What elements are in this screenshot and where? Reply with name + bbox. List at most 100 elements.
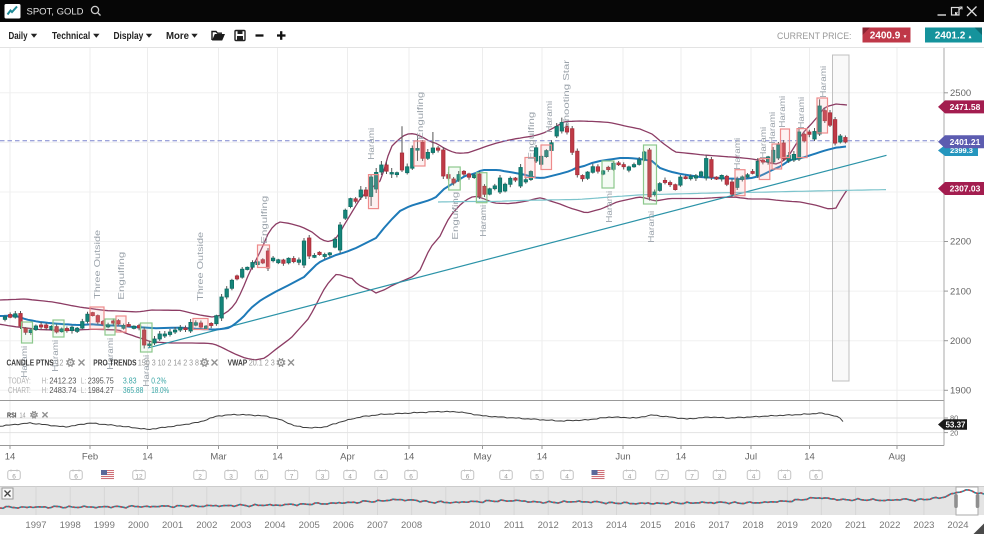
svg-text:RSI: RSI xyxy=(7,411,17,420)
svg-text:H:: H: xyxy=(42,385,49,395)
svg-text:Harami: Harami xyxy=(106,338,115,370)
svg-text:More: More xyxy=(166,31,189,42)
svg-text:Apr: Apr xyxy=(340,452,355,463)
svg-text:2401.21: 2401.21 xyxy=(950,137,981,147)
svg-text:Technical: Technical xyxy=(52,31,90,42)
svg-text:7: 7 xyxy=(690,474,694,481)
svg-text:3: 3 xyxy=(229,474,233,481)
svg-text:Three Outside: Three Outside xyxy=(93,229,102,299)
svg-text:3.83: 3.83 xyxy=(123,376,137,386)
svg-text:Aug: Aug xyxy=(889,452,906,463)
svg-text:6: 6 xyxy=(74,474,78,481)
svg-text:2007: 2007 xyxy=(367,520,388,531)
svg-text:Engulfing: Engulfing xyxy=(260,196,269,244)
svg-text:1984.27: 1984.27 xyxy=(88,385,114,395)
svg-text:2018: 2018 xyxy=(743,520,764,531)
svg-text:0.2%: 0.2% xyxy=(151,376,167,386)
svg-text:1999: 1999 xyxy=(94,520,115,531)
svg-text:2000: 2000 xyxy=(950,336,971,347)
svg-text:2005: 2005 xyxy=(299,520,320,531)
svg-text:2008: 2008 xyxy=(401,520,422,531)
svg-text:14: 14 xyxy=(537,452,548,463)
svg-text:4: 4 xyxy=(348,474,352,481)
svg-text:TODAY:: TODAY: xyxy=(8,376,31,386)
svg-text:4: 4 xyxy=(565,474,569,481)
svg-text:12: 12 xyxy=(135,474,143,481)
svg-text:6: 6 xyxy=(814,474,818,481)
svg-text:Feb: Feb xyxy=(82,452,98,463)
svg-text:6: 6 xyxy=(260,474,264,481)
svg-text:2000: 2000 xyxy=(128,520,149,531)
svg-text:H:: H: xyxy=(42,376,49,386)
svg-text:3: 3 xyxy=(321,474,325,481)
svg-text:1997: 1997 xyxy=(25,520,46,531)
svg-text:2100: 2100 xyxy=(950,286,971,297)
svg-text:PRO TRENDS: PRO TRENDS xyxy=(93,358,137,368)
svg-text:365.88: 365.88 xyxy=(123,385,144,395)
svg-text:SPOT, GOLD: SPOT, GOLD xyxy=(27,7,84,18)
svg-text:4: 4 xyxy=(379,474,383,481)
svg-text:2004: 2004 xyxy=(264,520,285,531)
svg-text:Harami: Harami xyxy=(479,205,488,237)
svg-text:Daily: Daily xyxy=(9,31,28,42)
svg-text:14: 14 xyxy=(404,452,415,463)
svg-text:80: 80 xyxy=(950,414,958,423)
svg-text:2483.74: 2483.74 xyxy=(49,385,76,395)
svg-text:Harami: Harami xyxy=(367,128,376,160)
svg-text:Harami: Harami xyxy=(778,96,787,128)
svg-text:Harami: Harami xyxy=(797,97,806,129)
svg-text:2019: 2019 xyxy=(777,520,798,531)
svg-text:L:: L: xyxy=(81,385,87,395)
svg-text:2021: 2021 xyxy=(845,520,866,531)
svg-text:6: 6 xyxy=(12,474,16,481)
svg-text:2011: 2011 xyxy=(504,520,524,531)
svg-text:14: 14 xyxy=(142,452,153,463)
svg-text:20.1 2 3: 20.1 2 3 xyxy=(249,358,275,368)
svg-text:2200: 2200 xyxy=(950,237,971,248)
svg-text:2307.03: 2307.03 xyxy=(950,184,981,194)
svg-text:14: 14 xyxy=(804,452,815,463)
svg-text:6: 6 xyxy=(466,474,470,481)
svg-text:1998: 1998 xyxy=(60,520,81,531)
svg-text:Shooting Star: Shooting Star xyxy=(562,59,571,128)
svg-text:VWAP: VWAP xyxy=(228,358,248,368)
svg-text:Harami: Harami xyxy=(51,340,60,372)
svg-text:2: 2 xyxy=(198,474,202,481)
svg-text:Mar: Mar xyxy=(210,452,226,463)
svg-text:L:: L: xyxy=(81,376,87,386)
svg-text:4: 4 xyxy=(783,474,787,481)
svg-text:2400.9: 2400.9 xyxy=(870,31,901,42)
svg-text:2006: 2006 xyxy=(333,520,354,531)
svg-text:Engulfing: Engulfing xyxy=(527,112,536,160)
svg-text:2003: 2003 xyxy=(230,520,251,531)
svg-text:2012: 2012 xyxy=(538,520,559,531)
svg-text:2023: 2023 xyxy=(913,520,934,531)
svg-text:Jul: Jul xyxy=(745,452,757,463)
svg-text:Engulfing: Engulfing xyxy=(416,92,425,140)
svg-text:4: 4 xyxy=(504,474,508,481)
svg-text:2412.23: 2412.23 xyxy=(49,376,76,386)
svg-text:Three Outside: Three Outside xyxy=(196,231,205,301)
svg-text:2399.3: 2399.3 xyxy=(950,146,973,155)
svg-text:20: 20 xyxy=(950,429,958,438)
svg-text:Harami: Harami xyxy=(20,346,29,378)
svg-text:Harami: Harami xyxy=(605,191,614,223)
svg-text:4: 4 xyxy=(628,474,632,481)
svg-text:2013: 2013 xyxy=(572,520,593,531)
svg-text:Harami: Harami xyxy=(647,211,656,243)
svg-text:2401.2: 2401.2 xyxy=(935,31,966,42)
svg-text:2010: 2010 xyxy=(469,520,490,531)
svg-text:2017: 2017 xyxy=(708,520,729,531)
svg-text:53.37: 53.37 xyxy=(945,420,966,429)
svg-text:CANDLE PTNS: CANDLE PTNS xyxy=(7,358,54,368)
svg-text:18.0%: 18.0% xyxy=(151,385,169,395)
svg-text:Engulfing: Engulfing xyxy=(451,192,460,240)
svg-text:12: 12 xyxy=(56,358,64,368)
svg-text:Harami: Harami xyxy=(733,138,742,170)
svg-text:Harami: Harami xyxy=(819,66,828,98)
svg-text:CHART:: CHART: xyxy=(8,385,31,395)
svg-text:1900: 1900 xyxy=(950,386,971,397)
svg-text:Harami: Harami xyxy=(768,112,777,144)
svg-text:May: May xyxy=(474,452,492,463)
svg-text:14: 14 xyxy=(20,411,26,420)
